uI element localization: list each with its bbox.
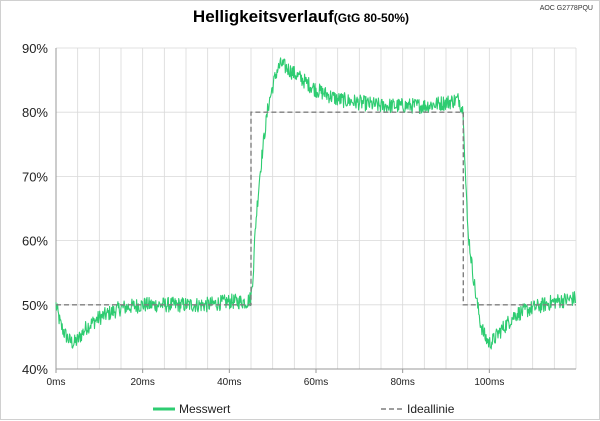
x-tick-label: 80ms (390, 377, 414, 388)
x-tick-label: 0ms (47, 377, 66, 388)
x-tick-label: 60ms (304, 377, 328, 388)
y-tick-label: 60% (22, 234, 48, 249)
grid (56, 47, 577, 369)
y-tick-label: 80% (22, 105, 48, 120)
legend: Messwert Ideallinie (153, 402, 455, 416)
x-tick-label: 100ms (474, 377, 504, 388)
chart-title-row: Helligkeitsverlauf(GtG 80-50%) (1, 7, 600, 27)
series-group (55, 57, 577, 350)
y-tick-label: 90% (22, 41, 48, 56)
x-tick-label: 40ms (217, 377, 241, 388)
y-tick-label: 40% (22, 362, 48, 377)
legend-label: Ideallinie (407, 402, 455, 416)
axes: 40% 50% 60% 70% 80% 90% 0ms 20ms 40ms 60ms 80ms 100… (22, 41, 576, 388)
chart-subtitle: (GtG 80-50%) (333, 11, 410, 25)
y-tick-label: 50% (22, 298, 48, 313)
series-line-ideallinie (56, 111, 576, 306)
legend-label: Messwert (179, 402, 231, 416)
y-tick-label: 70% (22, 169, 48, 184)
x-tick-label: 20ms (130, 377, 154, 388)
chart-title: Helligkeitsverlauf (192, 7, 334, 26)
model-label: AOC G2778PQU (539, 5, 593, 12)
series-line-messwert (55, 57, 577, 350)
